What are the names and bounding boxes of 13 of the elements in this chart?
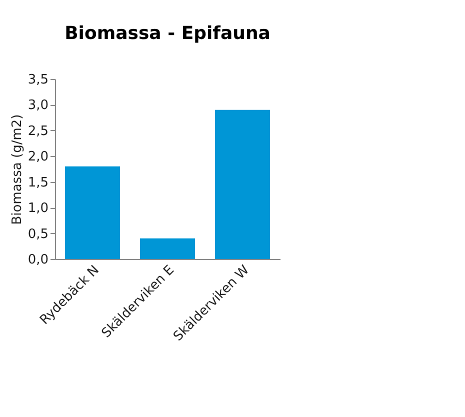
y-tick-label: 0,0 <box>28 252 48 268</box>
y-tick-label: 3,5 <box>28 72 48 88</box>
bar <box>65 166 120 259</box>
y-tick-label: 0,5 <box>28 226 48 242</box>
y-tick-label: 2,5 <box>28 124 48 139</box>
bar <box>140 238 195 259</box>
y-tick-label: 2,0 <box>28 150 48 165</box>
y-tick-label: 1,0 <box>28 201 48 216</box>
y-tick-label: 1,5 <box>28 175 48 190</box>
chart-title: Biomassa - Epifauna <box>64 23 270 44</box>
y-axis-title: Biomassa (g/m2) <box>10 114 25 225</box>
bar <box>215 110 270 259</box>
y-tick-label: 3,0 <box>28 98 48 114</box>
